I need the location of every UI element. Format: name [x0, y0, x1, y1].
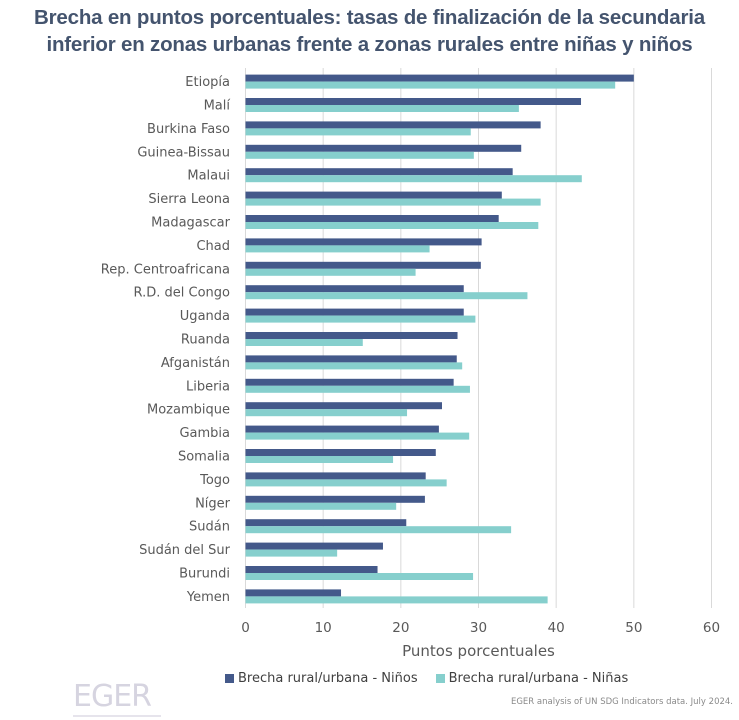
- category-label: Liberia: [186, 379, 230, 394]
- bar-ninas: [245, 456, 394, 463]
- x-tick-label: 20: [392, 620, 409, 636]
- category-label: Malaui: [187, 169, 230, 184]
- bar-ninas: [245, 81, 616, 89]
- bar-ninos: [245, 495, 425, 503]
- legend-item-ninos: Brecha rural/urbana - Niños: [225, 671, 418, 686]
- bar-ninos: [245, 121, 541, 129]
- bar-chart: Etiopía Malí Burkina Faso Guinea-Bissau Mala…: [101, 68, 720, 660]
- bar-ninas: [245, 128, 471, 136]
- logo-tagline: [73, 715, 161, 717]
- x-tick-label: 30: [470, 620, 487, 636]
- logo-text: EGER: [73, 679, 152, 714]
- bar-ninos: [245, 238, 482, 246]
- bar-ninos: [245, 191, 502, 199]
- bar-ninas: [245, 409, 408, 417]
- bar-ninas: [245, 362, 463, 370]
- bar-ninos: [245, 472, 426, 480]
- chart-title-line-2: inferior en zonas urbanas frente a zonas…: [46, 33, 693, 56]
- legend-swatch-ninos: [225, 674, 234, 683]
- bar-ninos: [245, 332, 458, 339]
- category-labels: Etiopía Malí Burkina Faso Guinea-Bissau Mala…: [101, 75, 231, 605]
- category-label: Burkina Faso: [147, 122, 230, 137]
- bar-ninos: [245, 168, 513, 176]
- legend-label-ninos: Brecha rural/urbana - Niños: [238, 671, 418, 686]
- category-label: Guinea-Bissau: [137, 145, 230, 160]
- category-label: R.D. del Congo: [134, 286, 230, 301]
- chart-title-line-1: Brecha en puntos porcentuales: tasas de …: [34, 6, 705, 29]
- x-tick-label: 0: [241, 620, 250, 636]
- bars: [245, 74, 634, 604]
- category-label: Chad: [196, 239, 230, 254]
- x-tick-labels: 0 10 20 30 40 50 60: [241, 620, 720, 636]
- bar-ninos: [245, 308, 464, 316]
- bar-ninos: [245, 589, 342, 597]
- legend-swatch-ninas: [435, 674, 445, 683]
- category-label: Uganda: [180, 309, 230, 324]
- legend-item-ninas: Brecha rural/urbana - Niñas: [435, 671, 629, 686]
- category-label: Madagascar: [151, 216, 231, 231]
- category-label: Mozambique: [147, 403, 230, 418]
- category-label: Rep. Centroafricana: [101, 262, 230, 277]
- bar-ninos: [245, 98, 582, 105]
- bar-ninas: [245, 479, 447, 487]
- x-axis-label: Puntos porcentuales: [402, 642, 555, 660]
- bar-ninas: [245, 268, 416, 276]
- legend: Brecha rural/urbana - Niños Brecha rural…: [225, 671, 628, 686]
- category-label: Sudán: [189, 520, 230, 535]
- category-label: Gambia: [179, 426, 230, 441]
- x-tick-label: 60: [703, 620, 720, 636]
- bar-ninas: [245, 573, 474, 580]
- bar-ninos: [245, 566, 378, 573]
- bar-ninas: [245, 596, 548, 604]
- legend-label-ninas: Brecha rural/urbana - Niñas: [448, 671, 629, 686]
- category-label: Ruanda: [181, 333, 230, 348]
- source-note: EGER analysis of UN SDG Indicators data.…: [510, 697, 733, 707]
- category-label: Sudán del Sur: [139, 543, 231, 558]
- bar-ninos: [245, 425, 439, 433]
- bar-ninas: [245, 198, 541, 206]
- bar-ninas: [245, 549, 338, 557]
- category-label: Afganistán: [161, 356, 230, 371]
- bar-ninos: [245, 285, 464, 293]
- bar-ninas: [245, 502, 397, 510]
- bar-ninas: [245, 292, 528, 300]
- category-label: Sierra Leona: [148, 192, 230, 207]
- bar-ninos: [245, 74, 634, 82]
- category-label: Malí: [204, 99, 231, 114]
- x-tick-label: 10: [315, 620, 332, 636]
- eger-logo: EGER: [73, 682, 165, 718]
- category-label: Somalia: [178, 450, 230, 465]
- bar-ninos: [245, 519, 407, 527]
- bar-ninos: [245, 449, 436, 456]
- bar-ninos: [245, 402, 442, 410]
- bar-ninas: [245, 339, 363, 346]
- category-label: Níger: [195, 496, 231, 511]
- bar-ninas: [245, 432, 470, 440]
- bar-ninas: [245, 175, 582, 183]
- chart-title: Brecha en puntos porcentuales: tasas de …: [0, 4, 739, 58]
- bar-ninos: [245, 144, 522, 152]
- bar-ninas: [245, 385, 470, 393]
- bar-ninas: [245, 105, 519, 112]
- bar-ninos: [245, 215, 499, 222]
- x-tick-label: 40: [548, 620, 565, 636]
- bar-ninos: [245, 355, 457, 363]
- category-label: Etiopía: [185, 75, 230, 90]
- bar-ninas: [245, 222, 539, 229]
- bar-ninos: [245, 378, 454, 386]
- category-label: Burundi: [179, 567, 230, 582]
- bar-ninas: [245, 245, 430, 253]
- category-label: Togo: [199, 473, 230, 488]
- bar-ninas: [245, 315, 476, 323]
- bar-ninas: [245, 526, 512, 534]
- x-tick-label: 50: [625, 620, 642, 636]
- category-label: Yemen: [186, 590, 230, 605]
- bar-ninos: [245, 261, 481, 269]
- bar-ninos: [245, 542, 383, 550]
- bar-ninas: [245, 151, 474, 159]
